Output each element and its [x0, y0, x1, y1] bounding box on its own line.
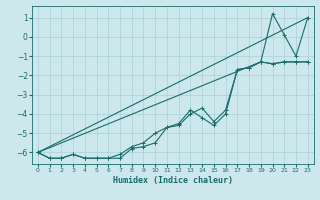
X-axis label: Humidex (Indice chaleur): Humidex (Indice chaleur) [113, 176, 233, 185]
